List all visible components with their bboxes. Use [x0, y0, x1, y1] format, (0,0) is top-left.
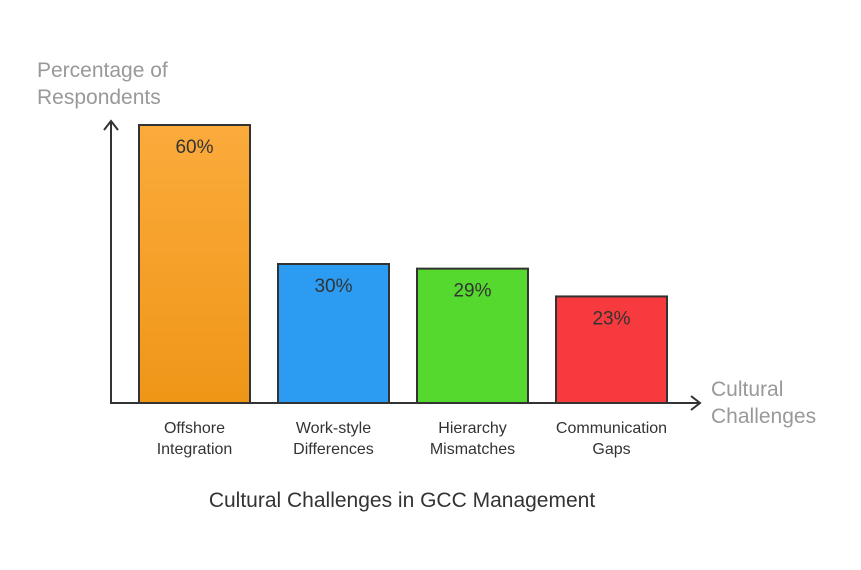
x-tick-label: Work-style Differences	[293, 420, 374, 458]
y-axis-label: Percentage of Respondents	[37, 59, 168, 109]
x-tick-label: Offshore Integration	[156, 420, 233, 458]
y-arrow	[103, 119, 119, 131]
bar	[277, 263, 390, 404]
x-arrow	[690, 395, 702, 411]
bar	[555, 295, 668, 404]
value-label: 30%	[314, 276, 352, 297]
x-axis-label: Cultural Challenges	[711, 378, 817, 428]
value-label: 29%	[453, 281, 491, 302]
value-label: 60%	[175, 137, 213, 158]
bar	[416, 267, 529, 404]
value-label: 23%	[592, 308, 630, 329]
bar	[138, 124, 251, 404]
x-tick-label: Hierarchy Mismatches	[429, 420, 516, 458]
x-tick-label: Communication Gaps	[555, 420, 668, 458]
chart-title: Cultural Challenges in GCC Management	[209, 489, 596, 512]
